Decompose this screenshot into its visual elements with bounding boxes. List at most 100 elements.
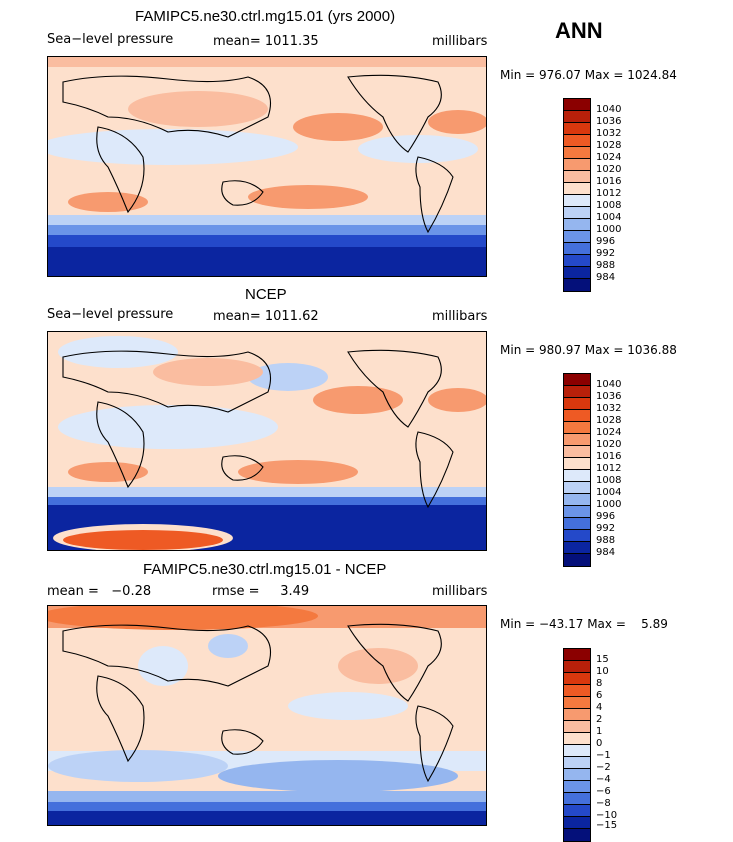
map-high-region [68, 192, 148, 212]
panel2-units-label: millibars [432, 309, 488, 324]
colorbar-tick: 1032 [596, 128, 622, 139]
colorbar-tick: 984 [596, 272, 616, 283]
map-low-region [48, 129, 298, 165]
panel3-colorbar [563, 648, 591, 842]
map-low-region [58, 405, 278, 449]
colorbar-tick: 1024 [596, 152, 622, 163]
colorbar-tick: 1000 [596, 499, 622, 510]
panel3-map-svg [48, 606, 486, 825]
map-high-region [428, 110, 486, 134]
colorbar-tick: 1012 [596, 188, 622, 199]
coastline-north-america [347, 74, 442, 153]
colorbar-tick: 1016 [596, 451, 622, 462]
coastline-north-america [347, 623, 442, 702]
coastline-eurasia [62, 350, 272, 413]
map-low-region [288, 692, 408, 720]
colorbar-tick: 1036 [596, 391, 622, 402]
coastline-australia [221, 729, 264, 755]
colorbar-tick: 6 [596, 690, 603, 701]
colorbar-tick: 1000 [596, 224, 622, 235]
colorbar-tick: 1036 [596, 116, 622, 127]
colorbar-tick: 4 [596, 702, 603, 713]
coastline-australia [221, 180, 264, 206]
map-high-region [338, 648, 418, 684]
panel1-minmax-label: Min = 976.07 Max = 1024.84 [500, 68, 677, 82]
panel2-title: NCEP [245, 286, 287, 303]
panel3-units-label: millibars [432, 584, 488, 599]
colorbar-tick: 988 [596, 535, 616, 546]
panel2-map-svg [48, 332, 486, 550]
colorbar-tick: 1 [596, 726, 603, 737]
panel2-variable-label: Sea−level pressure [47, 307, 174, 322]
colorbar-tick: 1040 [596, 379, 622, 390]
map-high-region [293, 113, 383, 141]
panel3-mean-label: mean = −0.28 [47, 584, 152, 599]
map-high-region [313, 386, 403, 414]
panel1-colorbar [563, 98, 591, 292]
map-low-region [248, 363, 328, 391]
colorbar-tick: 0 [596, 738, 603, 749]
map-low-region [138, 646, 188, 686]
map-band [48, 811, 486, 825]
colorbar-tick: 1012 [596, 463, 622, 474]
coastline-africa [96, 126, 145, 214]
colorbar-tick: 1040 [596, 104, 622, 115]
coastline-south-america [415, 156, 454, 234]
colorbar-tick: −2 [596, 762, 611, 773]
colorbar-tick: 1004 [596, 487, 622, 498]
colorbar-tick: 1032 [596, 403, 622, 414]
panel1-mean-label: mean= 1011.35 [213, 34, 319, 49]
map-high-region [428, 388, 486, 412]
panel2-minmax-label: Min = 980.97 Max = 1036.88 [500, 343, 677, 357]
colorbar-tick: 1024 [596, 427, 622, 438]
coastline-eurasia [62, 624, 272, 687]
colorbar-tick: 1016 [596, 176, 622, 187]
colorbar-tick: −8 [596, 798, 611, 809]
coastline-australia [221, 455, 264, 481]
colorbar-tick: 1008 [596, 200, 622, 211]
colorbar-tick: 1028 [596, 140, 622, 151]
map-band [48, 247, 486, 276]
map-low-region [48, 750, 228, 782]
season-label: ANN [555, 18, 603, 43]
colorbar-tick: 1004 [596, 212, 622, 223]
panel2-mean-label: mean= 1011.62 [213, 309, 319, 324]
map-high-region [63, 530, 223, 550]
panel1-variable-label: Sea−level pressure [47, 32, 174, 47]
map-high-region [153, 358, 263, 386]
panel1-units-label: millibars [432, 34, 488, 49]
panel3-minmax-label: Min = −43.17 Max = 5.89 [500, 617, 668, 631]
colorbar-tick: 1020 [596, 439, 622, 450]
panel3-title: FAMIPC5.ne30.ctrl.mg15.01 - NCEP [143, 561, 387, 578]
panel3-map [47, 605, 487, 826]
colorbar-tick: −1 [596, 750, 611, 761]
map-low-region [358, 135, 478, 163]
colorbar-tick: 996 [596, 236, 616, 247]
colorbar-tick: 1020 [596, 164, 622, 175]
colorbar-tick: −15 [596, 820, 618, 831]
panel2-colorbar [563, 373, 591, 567]
map-low-region [58, 336, 178, 368]
map-band [48, 57, 486, 67]
map-high-region [238, 460, 358, 484]
colorbar-tick: 10 [596, 666, 609, 677]
map-high-region [48, 606, 318, 630]
map-band [48, 225, 486, 237]
map-band [48, 791, 486, 805]
coastline-south-america [415, 431, 454, 509]
coastline-eurasia [62, 75, 272, 138]
map-band [48, 802, 486, 812]
coastline-north-america [347, 349, 442, 428]
colorbar-tick: 992 [596, 248, 616, 259]
panel2-map [47, 331, 487, 551]
map-band [48, 235, 486, 247]
map-low-region [208, 634, 248, 658]
coastline-south-america [415, 705, 454, 783]
colorbar-tick: 988 [596, 260, 616, 271]
map-high-region [68, 462, 148, 482]
map-low-region [218, 760, 458, 792]
colorbar-tick: 992 [596, 523, 616, 534]
colorbar-tick: 996 [596, 511, 616, 522]
panel1-map [47, 56, 487, 277]
panel1-title: FAMIPC5.ne30.ctrl.mg15.01 (yrs 2000) [135, 8, 396, 25]
